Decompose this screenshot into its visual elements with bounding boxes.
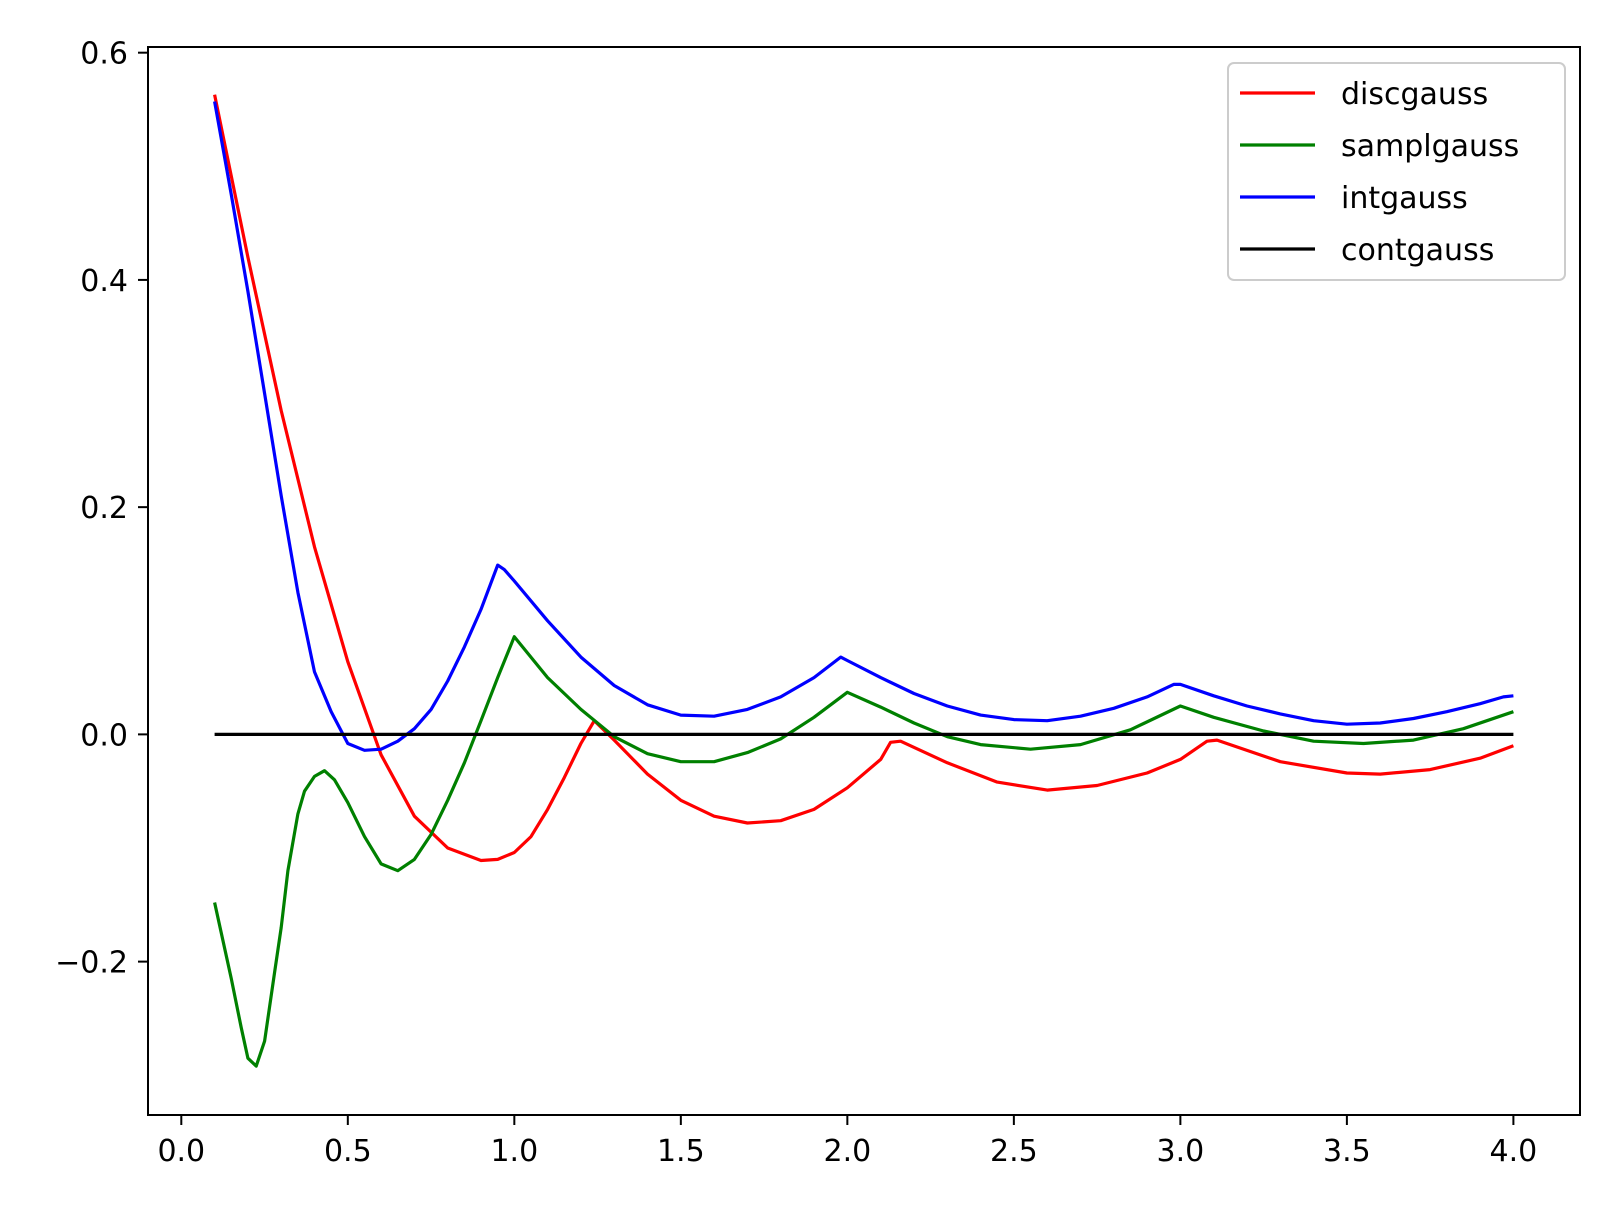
x-tick-label: 1.5: [657, 1134, 705, 1169]
y-axis: −0.2 0.0 0.2 0.4 0.6: [55, 37, 148, 981]
x-tick-label: 1.0: [490, 1134, 538, 1169]
x-tick-label: 4.0: [1490, 1134, 1538, 1169]
series-line-discgauss: [213, 94, 1514, 863]
legend-label-samplgauss: samplgauss: [1341, 129, 1519, 164]
series-line-samplgauss: [213, 635, 1514, 1068]
x-tick-label: 0.5: [324, 1134, 372, 1169]
x-tick-label: 2.5: [990, 1134, 1038, 1169]
y-tick-label: 0.6: [80, 37, 128, 72]
plot-area-frame: [147, 46, 1581, 1116]
series-line-intgauss: [213, 101, 1514, 752]
x-tick-label: 3.0: [1157, 1134, 1205, 1169]
series-layer: [213, 94, 1514, 1068]
x-axis: 0.0 0.5 1.0 1.5 2.0 2.5 3.0 3.5 4.0: [157, 1115, 1537, 1169]
legend-label-contgauss: contgauss: [1341, 233, 1494, 268]
x-tick-label: 0.0: [157, 1134, 205, 1169]
y-tick-label: 0.4: [80, 264, 128, 299]
x-tick-label: 3.5: [1323, 1134, 1371, 1169]
x-tick-label: 2.0: [823, 1134, 871, 1169]
y-tick-label: 0.2: [80, 491, 128, 526]
y-tick-label: −0.2: [55, 946, 128, 981]
legend-label-discgauss: discgauss: [1341, 77, 1488, 112]
legend-label-intgauss: intgauss: [1341, 181, 1468, 216]
legend: discgauss samplgauss intgauss contgauss: [1227, 62, 1566, 281]
y-tick-label: 0.0: [80, 718, 128, 753]
legend-box: [1227, 62, 1566, 281]
